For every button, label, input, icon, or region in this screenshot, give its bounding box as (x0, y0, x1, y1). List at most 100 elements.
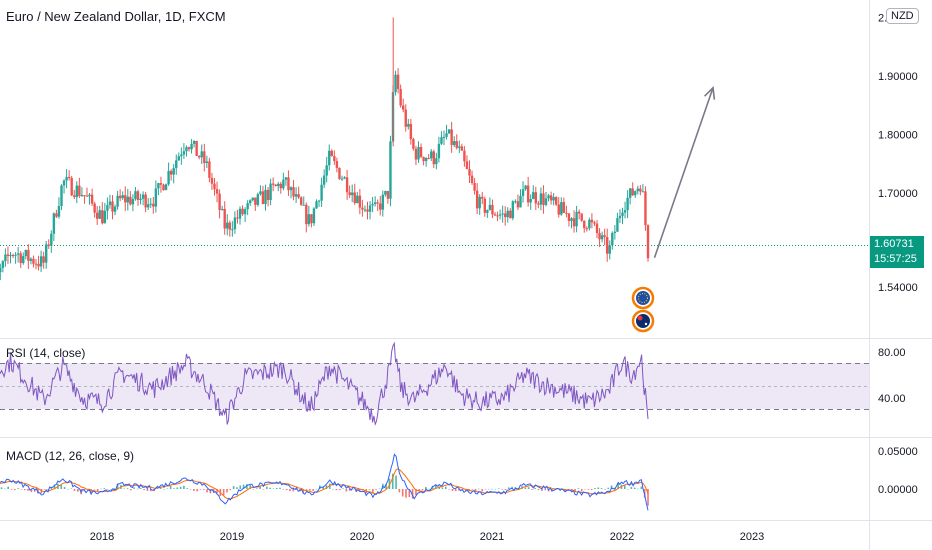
candle-body (606, 236, 609, 254)
price-tick-label: 1.70000 (878, 188, 918, 200)
candle-body (1, 261, 5, 268)
candle-body (547, 195, 550, 199)
candle-body (231, 229, 234, 231)
eu-flag-icon[interactable] (631, 286, 655, 310)
candle-body (437, 143, 441, 159)
macd-series (0, 453, 649, 511)
candle-body (514, 201, 517, 203)
macd-histogram-bar (378, 488, 381, 490)
macd-histogram-bar (53, 485, 56, 489)
candle-body (19, 253, 22, 264)
candle-body (455, 141, 458, 148)
macd-histogram-bar (584, 489, 586, 490)
macd-histogram-bar (136, 488, 139, 490)
candle-body (192, 140, 196, 144)
candle-body (511, 201, 515, 219)
time-tick-label: 2022 (610, 531, 634, 543)
candle-body (603, 235, 606, 237)
macd-histogram-bar (325, 485, 328, 489)
candle-body (348, 192, 351, 196)
candle-body (580, 213, 583, 221)
macd-histogram-bar (63, 487, 66, 489)
time-tick-label: 2019 (220, 531, 244, 543)
candle-body (249, 200, 252, 204)
candle-body (628, 188, 632, 198)
candle-body (14, 254, 17, 256)
macd-histogram-bar (401, 489, 404, 497)
candle-body (289, 187, 293, 191)
macd-histogram-bar (617, 483, 619, 489)
candle-body (169, 170, 173, 175)
candle-body (106, 205, 109, 211)
candle-body (157, 183, 160, 189)
macd-histogram-bar (70, 488, 72, 489)
macd-histogram-bar (133, 487, 135, 489)
macd-histogram-bar (229, 489, 232, 491)
candle-body (493, 214, 497, 216)
macd-histogram-bar (421, 489, 424, 491)
nz-flag-icon[interactable] (631, 309, 655, 333)
macd-histogram-bar (246, 484, 248, 489)
candle-body (274, 184, 277, 187)
macd-histogram-bar (335, 489, 338, 491)
candle-body (271, 183, 275, 185)
candle-body (243, 209, 247, 215)
macd-histogram-bar (183, 485, 185, 489)
macd-histogram-bar (256, 488, 258, 489)
macd-histogram-bar (202, 489, 205, 490)
candle-body (404, 109, 407, 127)
rsi-label[interactable]: RSI (14, close) (6, 346, 86, 360)
macd-histogram-bar (570, 489, 573, 491)
candle-body (131, 199, 135, 205)
macd-histogram-bar (633, 487, 636, 489)
macd-histogram-bar (541, 489, 543, 491)
candle-body (256, 194, 260, 205)
macd-histogram-bar (597, 487, 600, 489)
macd-histogram-bar (106, 489, 109, 490)
candle-body (565, 212, 568, 214)
candle-body (412, 139, 415, 149)
candle-body (62, 180, 66, 186)
candle-body (65, 176, 68, 181)
candle-body (447, 129, 451, 134)
candle-body (246, 203, 249, 210)
candle-body (190, 143, 193, 150)
macd-label[interactable]: MACD (12, 26, close, 9) (6, 449, 135, 463)
candle-body (486, 209, 489, 213)
candle-body (519, 195, 522, 208)
candle-body (379, 203, 382, 210)
candle-body (203, 151, 206, 163)
macd-histogram-bar (232, 486, 235, 489)
candle-body (144, 194, 147, 208)
candle-body (294, 194, 298, 197)
candle-body (139, 198, 142, 201)
macd-histogram-bar (40, 489, 43, 494)
macd-histogram-bar (395, 475, 397, 489)
candle-body (307, 214, 311, 225)
macd-histogram-bar (73, 489, 76, 491)
candle-body (83, 195, 86, 197)
candle-body (611, 232, 614, 246)
candle-body (567, 213, 571, 222)
macd-histogram-bar (438, 486, 440, 489)
candle-body (29, 258, 33, 261)
candle-body (381, 194, 384, 210)
candle-body (621, 212, 624, 216)
candle-body (312, 208, 316, 224)
candle-body (134, 191, 137, 200)
price-series (0, 17, 650, 281)
macd-histogram-bar (358, 489, 361, 492)
macd-histogram-bar (37, 489, 39, 494)
macd-histogram-bar (425, 486, 427, 489)
currency-badge[interactable]: NZD (886, 8, 919, 24)
candle-body (427, 158, 430, 160)
candle-body (67, 176, 71, 179)
macd-histogram-bar (126, 488, 129, 489)
macd-histogram-bar (348, 489, 351, 491)
candle-body (521, 189, 525, 196)
candle-body (259, 191, 262, 195)
macd-histogram-bar (226, 489, 228, 493)
candle-body (407, 123, 410, 127)
macd-histogram-bar (544, 489, 547, 491)
